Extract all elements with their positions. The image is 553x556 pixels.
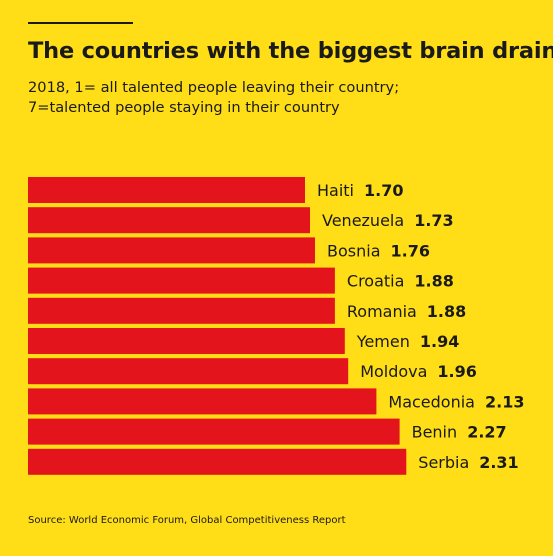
value-label-yemen: 1.94 xyxy=(420,332,459,351)
category-label-serbia: Serbia xyxy=(418,453,469,472)
bar-bosnia xyxy=(28,237,315,264)
bar-venezuela xyxy=(28,207,310,234)
bar-yemen xyxy=(28,328,345,354)
category-label-moldova: Moldova xyxy=(360,362,427,381)
category-label-romania: Romania xyxy=(347,302,417,321)
category-label-benin: Benin xyxy=(412,423,458,442)
category-label-macedonia: Macedonia xyxy=(388,392,475,411)
bar-romania xyxy=(28,297,335,324)
value-label-macedonia: 2.13 xyxy=(485,392,524,411)
value-label-venezuela: 1.73 xyxy=(414,211,453,230)
bar-moldova xyxy=(28,358,349,385)
top-rule xyxy=(28,22,133,24)
category-label-bosnia: Bosnia xyxy=(327,241,381,260)
subtitle-line-2: 7=talented people staying in their count… xyxy=(28,99,340,116)
bar-croatia xyxy=(28,267,335,294)
chart-subtitle: 2018, 1= all talented people leaving the… xyxy=(28,78,528,118)
source-note: Source: World Economic Forum, Global Com… xyxy=(28,515,346,526)
value-label-croatia: 1.88 xyxy=(414,272,453,291)
value-label-moldova: 1.96 xyxy=(437,362,476,381)
category-label-haiti: Haiti xyxy=(317,181,354,200)
value-label-romania: 1.88 xyxy=(427,302,466,321)
bar-haiti xyxy=(28,177,305,203)
value-label-haiti: 1.70 xyxy=(364,181,403,200)
category-label-croatia: Croatia xyxy=(347,272,405,291)
value-label-serbia: 2.31 xyxy=(479,453,518,472)
bar-benin xyxy=(28,418,400,445)
category-label-venezuela: Venezuela xyxy=(322,211,404,230)
bar-serbia xyxy=(28,448,407,475)
category-label-yemen: Yemen xyxy=(356,332,410,351)
value-label-benin: 2.27 xyxy=(467,423,506,442)
subtitle-line-1: 2018, 1= all talented people leaving the… xyxy=(28,79,400,96)
chart-title: The countries with the biggest brain dra… xyxy=(28,38,553,64)
value-label-bosnia: 1.76 xyxy=(391,241,430,260)
bar-macedonia xyxy=(28,388,377,415)
